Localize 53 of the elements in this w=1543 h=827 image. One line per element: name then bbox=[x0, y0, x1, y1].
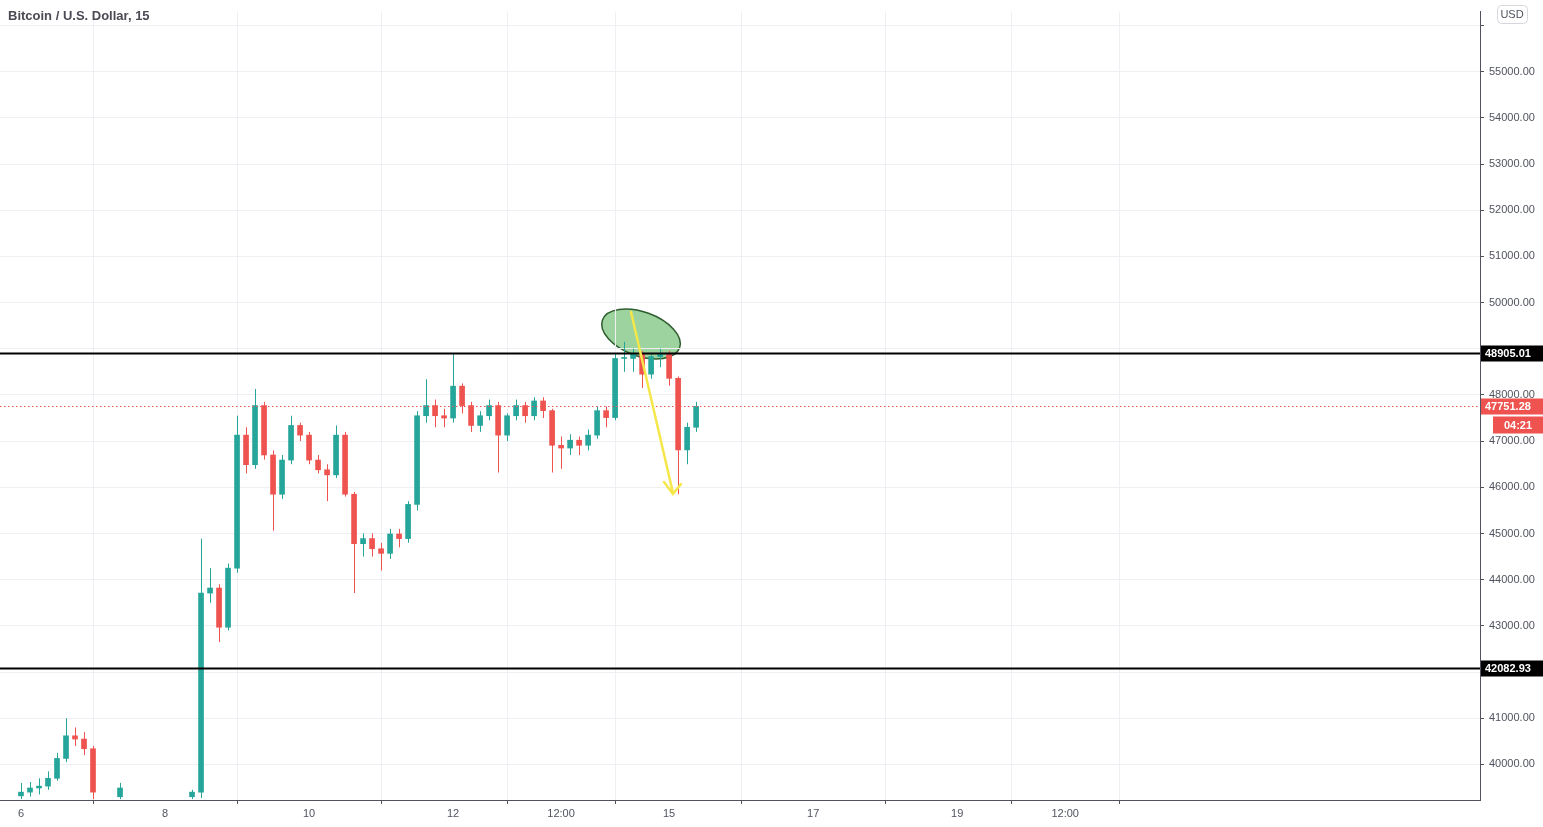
y-tick-label: 48000.00 bbox=[1489, 387, 1535, 400]
y-tick-label: 44000.00 bbox=[1489, 572, 1535, 585]
y-tick-label: 54000.00 bbox=[1489, 110, 1535, 123]
y-tick-label: 46000.00 bbox=[1489, 480, 1535, 493]
candlestick bbox=[504, 412, 510, 442]
text: 04:21 bbox=[1503, 418, 1533, 431]
y-tick-label: 47000.00 bbox=[1489, 434, 1535, 447]
candlestick bbox=[423, 378, 429, 424]
candlestick bbox=[315, 454, 321, 474]
candlestick bbox=[693, 401, 699, 433]
candlestick bbox=[369, 533, 375, 558]
x-tick-label: 12 bbox=[446, 806, 460, 819]
candlestick bbox=[648, 352, 654, 380]
x-tick-label: 19 bbox=[951, 806, 964, 819]
y-tick-label: 52000.00 bbox=[1489, 203, 1535, 216]
x-tick-label: 10 bbox=[302, 806, 316, 819]
candlestick bbox=[378, 542, 384, 571]
candlestick bbox=[387, 528, 393, 560]
y-tick-label: 45000.00 bbox=[1489, 526, 1535, 539]
ref-line-label: 42082.93 bbox=[1485, 661, 1531, 674]
x-tick-label: 8 bbox=[161, 806, 169, 819]
y-tick-label: 43000.00 bbox=[1489, 618, 1535, 631]
candlestick bbox=[360, 533, 366, 558]
y-tick-label: 41000.00 bbox=[1489, 711, 1535, 724]
candlestick bbox=[207, 567, 213, 604]
ref-line-label: 47751.28 bbox=[1485, 399, 1531, 412]
candlestick bbox=[486, 399, 492, 421]
candlestick bbox=[513, 399, 519, 421]
x-tick-label: 6 bbox=[17, 806, 25, 819]
x-tick-label: 12:00 bbox=[547, 806, 575, 819]
candlestick bbox=[396, 528, 402, 548]
candlestick bbox=[576, 436, 582, 456]
candlestick bbox=[558, 436, 564, 470]
x-tick-label: 12:00 bbox=[1051, 806, 1079, 819]
candlestick bbox=[441, 408, 447, 428]
y-tick-label: 55000.00 bbox=[1489, 64, 1535, 77]
x-tick-label: 15 bbox=[662, 806, 676, 819]
x-tick-label: 17 bbox=[807, 806, 820, 819]
y-tick-label: 53000.00 bbox=[1489, 157, 1535, 170]
y-tick-label: 40000.00 bbox=[1489, 757, 1535, 770]
candlestick bbox=[324, 463, 330, 502]
text: USD bbox=[1500, 8, 1524, 21]
y-tick-label: 50000.00 bbox=[1489, 295, 1535, 308]
chart-title: Bitcoin / U.S. Dollar, 15 bbox=[8, 8, 150, 23]
candlestick bbox=[621, 341, 627, 373]
candlestick bbox=[585, 429, 591, 451]
ref-line-label: 48905.01 bbox=[1485, 346, 1531, 359]
candlestick bbox=[477, 410, 483, 433]
candlestick bbox=[684, 422, 690, 465]
candlestick bbox=[567, 433, 573, 456]
y-tick-label: 51000.00 bbox=[1489, 249, 1535, 262]
candlestick bbox=[531, 396, 537, 421]
candlestick bbox=[297, 422, 303, 442]
